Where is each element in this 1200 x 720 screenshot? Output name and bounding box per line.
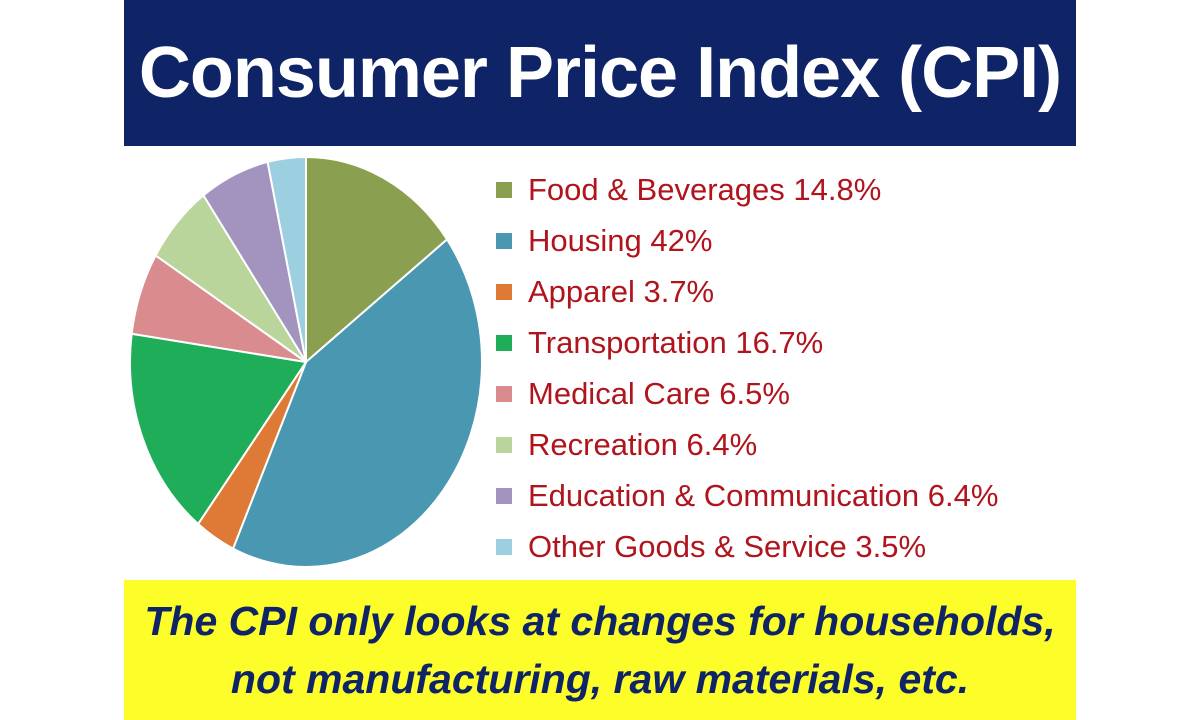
legend-swatch	[496, 181, 512, 198]
pie-chart-svg	[129, 155, 483, 568]
legend-item: Recreation 6.4%	[496, 419, 1096, 470]
title-banner: Consumer Price Index (CPI)	[124, 0, 1076, 146]
legend-swatch	[496, 487, 512, 504]
legend-label: Medical Care 6.5%	[528, 375, 790, 411]
legend-item: Transportation 16.7%	[496, 317, 1096, 368]
legend-swatch	[496, 385, 512, 402]
pie-slice-transportation	[129, 332, 308, 526]
chart-legend: Food & Beverages 14.8% Housing 42% Apparel…	[496, 164, 1096, 572]
legend-item: Other Goods & Service 3.5%	[496, 521, 1096, 572]
legend-swatch	[496, 436, 512, 453]
legend-label: Other Goods & Service 3.5%	[528, 528, 927, 564]
legend-swatch	[496, 334, 512, 351]
legend-label: Housing 42%	[528, 222, 713, 258]
footer-banner: The CPI only looks at changes for househ…	[124, 580, 1076, 720]
pie-slice-other-goods-service	[266, 155, 307, 363]
pie-slice-food-beverages	[305, 155, 449, 365]
legend-item: Education & Communication 6.4%	[496, 470, 1096, 521]
legend-label: Apparel 3.7%	[528, 273, 715, 309]
pie-slice-housing	[231, 237, 483, 568]
legend-label: Education & Communication 6.4%	[528, 477, 999, 513]
legend-item: Medical Care 6.5%	[496, 368, 1096, 419]
legend-label: Recreation 6.4%	[528, 426, 758, 462]
legend-swatch	[496, 232, 512, 249]
legend-item: Food & Beverages 14.8%	[496, 164, 1096, 215]
legend-label: Food & Beverages 14.8%	[528, 171, 882, 207]
page-title: Consumer Price Index (CPI)	[138, 33, 1062, 113]
footer-note: The CPI only looks at changes for househ…	[144, 598, 1056, 702]
pie-chart	[124, 150, 484, 580]
legend-item: Apparel 3.7%	[496, 266, 1096, 317]
legend-item: Housing 42%	[496, 215, 1096, 266]
legend-swatch	[496, 283, 512, 300]
legend-swatch	[496, 538, 512, 555]
legend-label: Transportation 16.7%	[528, 324, 824, 360]
